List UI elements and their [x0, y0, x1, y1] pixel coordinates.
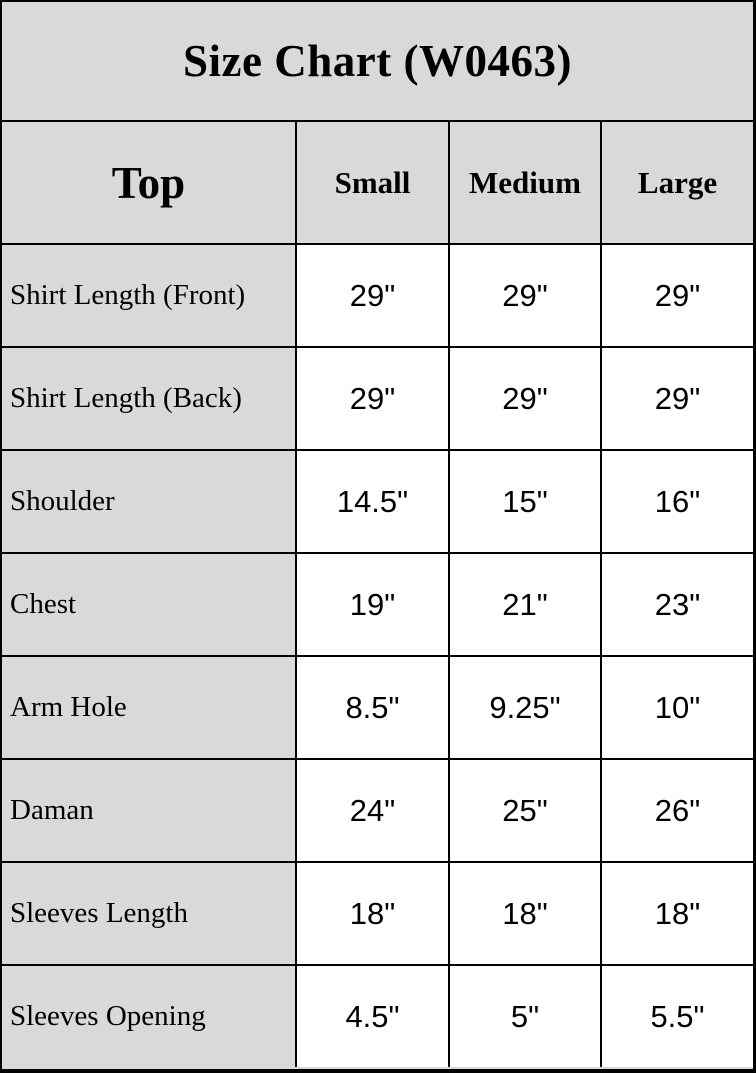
size-table: Top Small Medium Large Shirt Length (Fro… — [2, 122, 753, 1067]
column-header-large: Large — [602, 122, 753, 243]
value-cell: 23" — [602, 552, 753, 655]
value-cell: 10" — [602, 655, 753, 758]
row-label: Shirt Length (Front) — [2, 243, 297, 346]
value-cell: 15" — [450, 449, 602, 552]
value-cell: 29" — [602, 346, 753, 449]
value-cell: 25" — [450, 758, 602, 861]
value-cell: 18" — [297, 861, 450, 964]
row-label: Chest — [2, 552, 297, 655]
value-cell: 9.25" — [450, 655, 602, 758]
value-cell: 19" — [297, 552, 450, 655]
value-cell: 8.5" — [297, 655, 450, 758]
value-cell: 26" — [602, 758, 753, 861]
value-cell: 24" — [297, 758, 450, 861]
row-label: Arm Hole — [2, 655, 297, 758]
value-cell: 29" — [450, 243, 602, 346]
row-label: Shoulder — [2, 449, 297, 552]
value-cell: 16" — [602, 449, 753, 552]
row-label: Sleeves Length — [2, 861, 297, 964]
value-cell: 29" — [450, 346, 602, 449]
value-cell: 18" — [602, 861, 753, 964]
value-cell: 5" — [450, 964, 602, 1067]
value-cell: 4.5" — [297, 964, 450, 1067]
column-header-medium: Medium — [450, 122, 602, 243]
column-header-small: Small — [297, 122, 450, 243]
value-cell: 14.5" — [297, 449, 450, 552]
row-label: Sleeves Opening — [2, 964, 297, 1067]
value-cell: 5.5" — [602, 964, 753, 1067]
column-header-top: Top — [2, 122, 297, 243]
value-cell: 18" — [450, 861, 602, 964]
row-label: Shirt Length (Back) — [2, 346, 297, 449]
value-cell: 21" — [450, 552, 602, 655]
chart-title: Size Chart (W0463) — [2, 2, 753, 122]
value-cell: 29" — [297, 346, 450, 449]
row-label: Daman — [2, 758, 297, 861]
value-cell: 29" — [297, 243, 450, 346]
value-cell: 29" — [602, 243, 753, 346]
